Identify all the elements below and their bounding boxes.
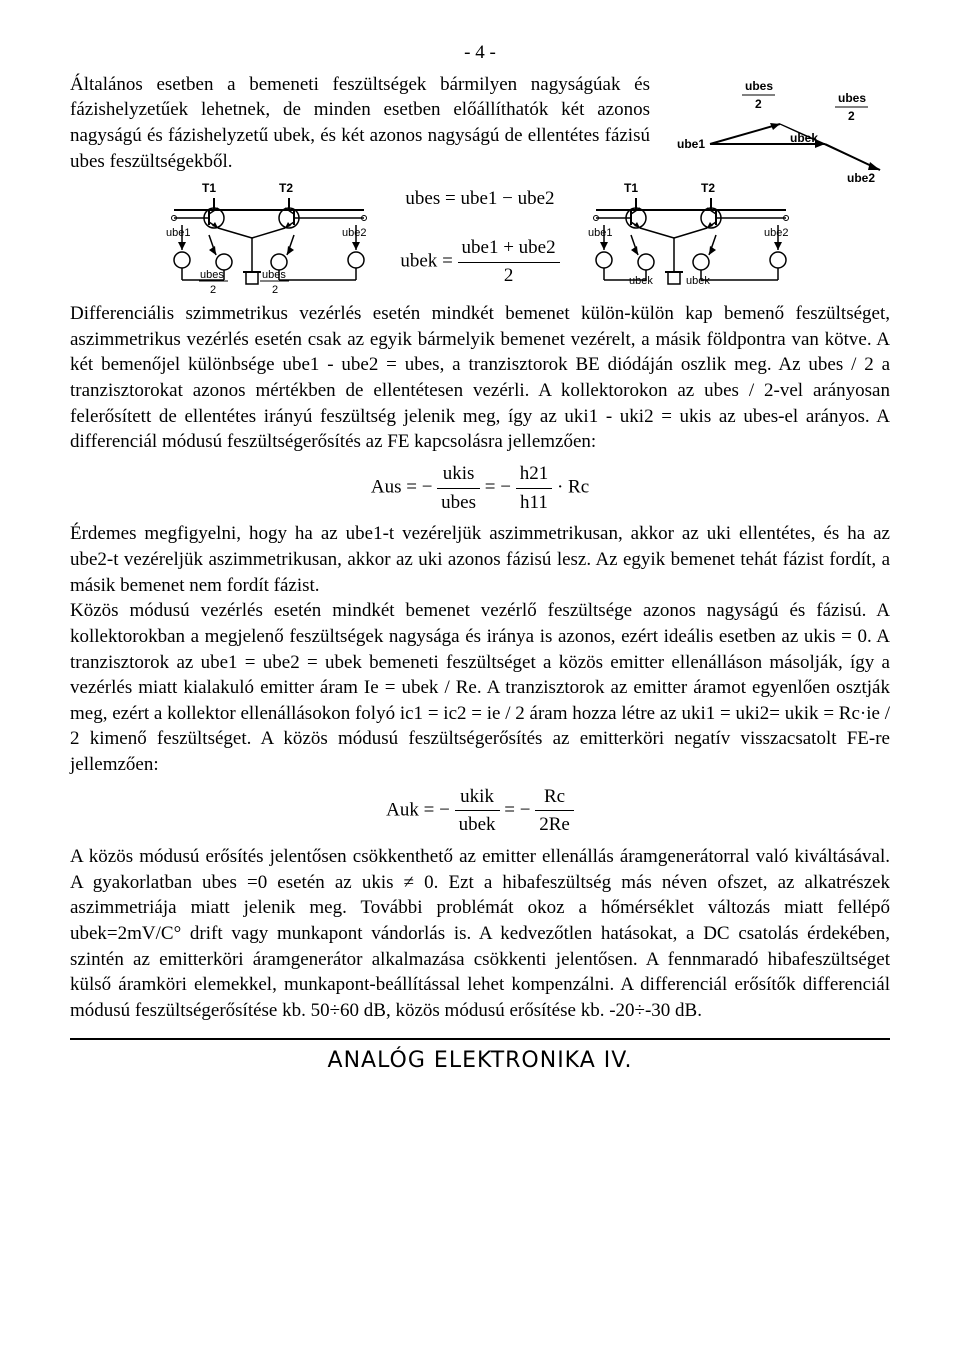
label-ubes-a: ubes	[745, 79, 773, 93]
label-ubes-l: ubes	[200, 269, 224, 281]
equation-block: ubes = ube1 − ube2 ubek = ube1 + ube2 2	[392, 187, 567, 289]
label-ubes-r: ubes	[262, 269, 286, 281]
aus-f2-den: h11	[516, 489, 553, 516]
auk-f2-num: Rc	[535, 784, 574, 812]
paragraph-1: Differenciális szimmetrikus vezérlés ese…	[70, 301, 890, 455]
eq1-rhs: ube1 − ube2	[460, 188, 554, 209]
label-t1: T1	[202, 181, 216, 195]
aus-f1-den: ubes	[437, 489, 480, 516]
footer-title: ANALÓG ELEKTRONIKA IV.	[70, 1038, 890, 1076]
auk-lhs: Auk	[386, 799, 419, 820]
label-ubes-a-sub: 2	[755, 97, 762, 111]
eq1-lhs: ubes	[405, 188, 440, 209]
label-ube1: ube1	[677, 137, 705, 151]
label-ubek-r: ubek	[686, 275, 710, 287]
auk-minus2: −	[520, 799, 531, 820]
auk-eq2: =	[504, 799, 515, 820]
auk-minus1: −	[439, 799, 450, 820]
label-ube2: ube2	[847, 171, 875, 185]
eq2-lhs: ubek	[400, 251, 437, 272]
equation-auk: Auk = − ukik ubek = − Rc 2Re	[70, 784, 890, 838]
paragraph-4: A közös módusú erősítés jelentősen csökk…	[70, 844, 890, 1023]
label-ube2: ube2	[764, 227, 788, 239]
label-t1: T1	[624, 181, 638, 195]
vector-diagram: ubes 2 ubes 2 ube1 ubek ube2	[670, 72, 890, 212]
label-t2: T2	[279, 181, 293, 195]
label-ube2: ube2	[342, 227, 366, 239]
aus-minus2: −	[500, 477, 511, 498]
label-ube1: ube1	[166, 227, 190, 239]
paragraph-3: Közös módusú vezérlés esetén mindkét bem…	[70, 598, 890, 777]
auk-f1-den: ubek	[455, 811, 500, 838]
label-ubek-l: ubek	[629, 275, 653, 287]
auk-f2-den: 2Re	[535, 811, 574, 838]
label-ube1: ube1	[588, 227, 612, 239]
aus-f2-num: h21	[516, 461, 553, 489]
auk-eq1: =	[424, 799, 435, 820]
equation-aus: Aus = − ukis ubes = − h21 h11 · Rc	[70, 461, 890, 515]
label-ubek: ubek	[790, 131, 818, 145]
aus-tail: · Rc	[557, 477, 589, 498]
aus-eq1: =	[406, 477, 417, 498]
body-text: Differenciális szimmetrikus vezérlés ese…	[70, 301, 890, 1023]
eq2-den: 2	[458, 263, 560, 289]
eq2-num: ube1 + ube2	[458, 236, 560, 263]
aus-lhs: Aus	[371, 477, 402, 498]
label-ubes-r-sub: 2	[272, 284, 278, 295]
page-number: - 4 -	[70, 40, 890, 66]
top-section: Általános esetben a bemeneti feszültsége…	[70, 72, 890, 175]
label-ubes-b: ubes	[838, 91, 866, 105]
label-ubes-l-sub: 2	[210, 284, 216, 295]
auk-f1-num: ukik	[455, 784, 500, 812]
circuit-left: T1 T2 ube1 ube2	[164, 180, 374, 295]
aus-f1-num: ukis	[437, 461, 480, 489]
label-ubes-b-sub: 2	[848, 109, 855, 123]
aus-minus1: −	[422, 477, 433, 498]
paragraph-2: Érdemes megfigyelni, hogy ha az ube1-t v…	[70, 521, 890, 598]
aus-eq2: =	[485, 477, 496, 498]
